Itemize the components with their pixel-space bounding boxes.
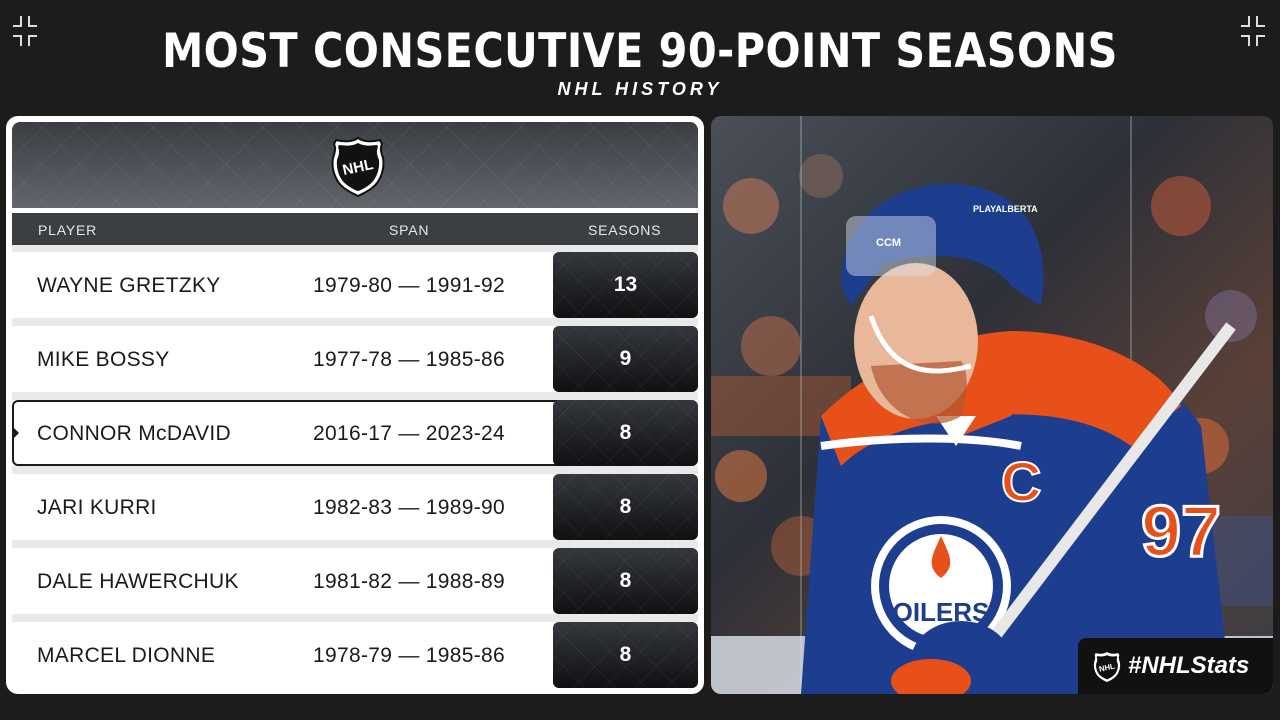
svg-text:C: C bbox=[1001, 450, 1041, 513]
hashtag-text: #NHLStats bbox=[1128, 652, 1250, 679]
page-title: MOST CONSECUTIVE 90-POINT SEASONS bbox=[162, 24, 1118, 79]
svg-text:CCM: CCM bbox=[876, 237, 901, 249]
table-row: MARCEL DIONNE 1978-79 — 1985-86 8 bbox=[12, 622, 698, 688]
player-name: CONNOR McDAVID bbox=[37, 422, 231, 445]
table-row: DALE HAWERCHUK 1981-82 — 1988-89 8 bbox=[12, 548, 698, 614]
player-name: DALE HAWERCHUK bbox=[37, 570, 239, 593]
hashtag-badge: NHL #NHLStats bbox=[1078, 638, 1273, 694]
row-divider bbox=[12, 614, 698, 622]
svg-text:PLAYALBERTA: PLAYALBERTA bbox=[973, 204, 1038, 214]
table-row-highlighted: CONNOR McDAVID 2016-17 — 2023-24 8 bbox=[12, 400, 698, 466]
nhl-shield-icon: NHL bbox=[1093, 652, 1121, 682]
highlight-marker-icon bbox=[13, 427, 19, 439]
seasons-count: 9 bbox=[553, 326, 698, 392]
row-divider bbox=[12, 540, 698, 548]
season-span: 1982-83 — 1989-90 bbox=[313, 496, 505, 519]
corner-ornament-icon bbox=[1241, 16, 1265, 46]
table-row: WAYNE GRETZKY 1979-80 — 1991-92 13 bbox=[12, 252, 698, 318]
stats-table-panel: NHL PLAYER SPAN SEASONS WAYNE GRETZKY 19… bbox=[6, 116, 704, 694]
season-span: 1977-78 — 1985-86 bbox=[313, 348, 505, 371]
svg-text:NHL: NHL bbox=[1098, 661, 1116, 673]
table-row: MIKE BOSSY 1977-78 — 1985-86 9 bbox=[12, 326, 698, 392]
season-span: 1978-79 — 1985-86 bbox=[313, 644, 505, 667]
column-header-player: PLAYER bbox=[38, 222, 98, 238]
player-name: MIKE BOSSY bbox=[37, 348, 170, 371]
seasons-count: 8 bbox=[553, 400, 698, 466]
row-divider bbox=[12, 245, 698, 253]
row-divider bbox=[12, 318, 698, 326]
svg-text:NHL: NHL bbox=[341, 156, 375, 179]
svg-text:OILERS: OILERS bbox=[893, 597, 990, 627]
page-subtitle: NHL HISTORY bbox=[557, 79, 723, 99]
season-span: 2016-17 — 2023-24 bbox=[313, 422, 505, 445]
player-illustration: C 97 OILERS CCM PLAYALBERTA bbox=[711, 116, 1273, 694]
column-header-seasons: SEASONS bbox=[588, 222, 662, 238]
row-divider bbox=[12, 466, 698, 474]
table-row: JARI KURRI 1982-83 — 1989-90 8 bbox=[12, 474, 698, 540]
player-name: JARI KURRI bbox=[37, 496, 157, 519]
corner-ornament-icon bbox=[13, 16, 37, 46]
season-span: 1979-80 — 1991-92 bbox=[313, 274, 505, 297]
seasons-count: 8 bbox=[553, 622, 698, 688]
column-header-row: PLAYER SPAN SEASONS bbox=[12, 213, 698, 245]
seasons-count: 8 bbox=[553, 474, 698, 540]
column-header-span: SPAN bbox=[389, 222, 430, 238]
nhl-shield-icon: NHL bbox=[331, 136, 385, 198]
player-name: MARCEL DIONNE bbox=[37, 644, 216, 667]
seasons-count: 13 bbox=[553, 252, 698, 318]
table-header-banner: NHL bbox=[12, 122, 698, 208]
seasons-count: 8 bbox=[553, 548, 698, 614]
row-divider bbox=[12, 392, 698, 400]
player-name: WAYNE GRETZKY bbox=[37, 274, 221, 297]
season-span: 1981-82 — 1988-89 bbox=[313, 570, 505, 593]
player-photo: C 97 OILERS CCM PLAYALBERTA bbox=[711, 116, 1273, 694]
svg-text:97: 97 bbox=[1141, 492, 1221, 572]
